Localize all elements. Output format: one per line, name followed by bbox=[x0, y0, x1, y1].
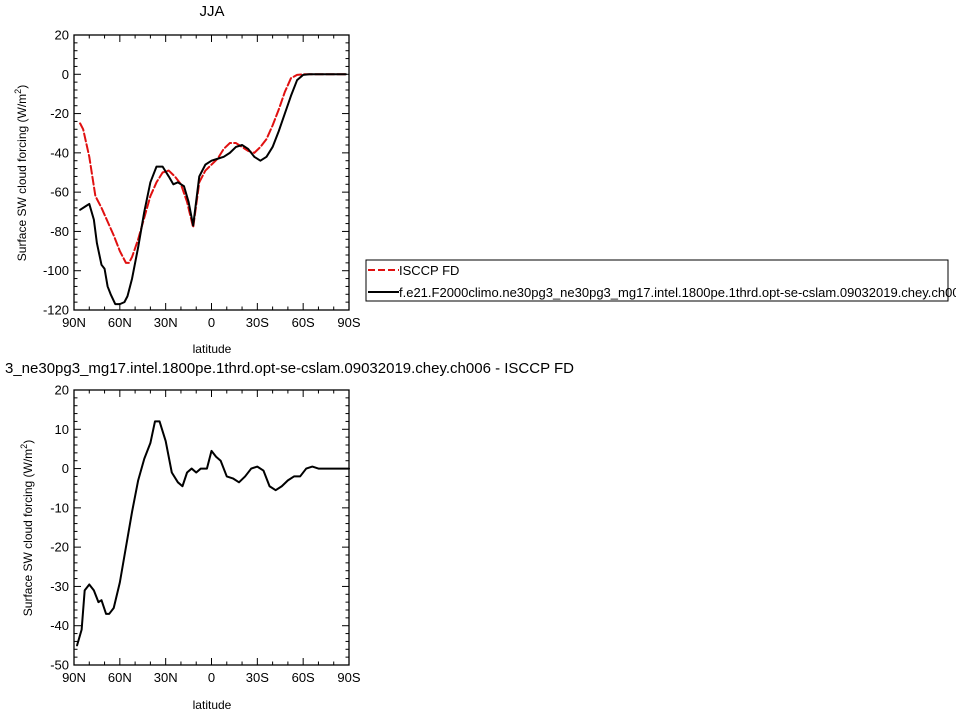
bottom-x-tick-label: 0 bbox=[208, 670, 215, 685]
bottom-y-tick-label: -30 bbox=[50, 579, 69, 594]
bottom-y-tick-label: -50 bbox=[50, 658, 69, 673]
top-x-tick-label: 90N bbox=[62, 315, 86, 330]
top-y-axis-label-sup: 2 bbox=[13, 89, 23, 94]
bottom-x-ticks: 90N 60N 30N 0 30S 60S 90S bbox=[62, 390, 361, 685]
top-y-tick-label: -120 bbox=[43, 303, 69, 318]
top-series bbox=[79, 73, 347, 306]
top-x-tick-label: 0 bbox=[208, 315, 215, 330]
top-chart-panel: JJA 90N 60N 30N 0 30S 60S 90S 20 0 -20 -40 -60 -80 -… bbox=[13, 3, 361, 356]
top-x-tick-label: 90S bbox=[337, 315, 360, 330]
bottom-x-tick-label: 90S bbox=[337, 670, 360, 685]
bottom-y-axis-label: Surface SW cloud forcing (W/m2) bbox=[19, 440, 35, 616]
bottom-x-tick-label: 60S bbox=[292, 670, 315, 685]
bottom-y-tick-label: -20 bbox=[50, 540, 69, 555]
bottom-y-tick-label: -10 bbox=[50, 500, 69, 515]
top-x-axis-label: latitude bbox=[193, 342, 232, 356]
bottom-x-tick-label: 30S bbox=[246, 670, 269, 685]
bottom-y-axis-label-sup: 2 bbox=[19, 444, 29, 449]
top-plot-frame bbox=[73, 34, 350, 311]
legend: ISCCP FD f.e21.F2000climo.ne30pg3_ne30pg… bbox=[365, 259, 956, 302]
top-y-tick-label: -60 bbox=[50, 185, 69, 200]
bottom-y-tick-label: 20 bbox=[55, 383, 69, 398]
bottom-x-axis-label: latitude bbox=[193, 698, 232, 712]
bottom-x-tick-label: 60N bbox=[108, 670, 132, 685]
legend-box bbox=[365, 259, 949, 302]
bottom-chart-panel: 3_ne30pg3_mg17.intel.1800pe.1thrd.opt-se… bbox=[5, 360, 574, 712]
bottom-y-tick-label: 10 bbox=[55, 422, 69, 437]
top-y-ticks: 20 0 -20 -40 -60 -80 -100 -120 bbox=[43, 28, 349, 318]
bottom-series-line-model bbox=[76, 420, 350, 647]
bottom-y-tick-label: -40 bbox=[50, 618, 69, 633]
bottom-x-tick-label: 30N bbox=[154, 670, 178, 685]
bottom-y-ticks: 20 10 0 -10 -20 -30 -40 -50 bbox=[50, 383, 349, 673]
top-y-axis-label-close: ) bbox=[15, 85, 29, 89]
top-series-line-isccp-fd bbox=[79, 73, 347, 264]
top-y-axis-label-main: Surface SW cloud forcing (W/m bbox=[15, 94, 29, 261]
legend-label-isccp: ISCCP FD bbox=[399, 263, 459, 278]
top-y-tick-label: -20 bbox=[50, 106, 69, 121]
top-x-ticks: 90N 60N 30N 0 30S 60S 90S bbox=[62, 35, 361, 330]
bottom-chart-title: 3_ne30pg3_mg17.intel.1800pe.1thrd.opt-se… bbox=[5, 360, 574, 377]
top-y-axis-label: Surface SW cloud forcing (W/m2) bbox=[13, 85, 29, 261]
bottom-series bbox=[76, 420, 350, 647]
top-y-tick-label: -80 bbox=[50, 224, 69, 239]
top-y-tick-label: 0 bbox=[62, 67, 69, 82]
bottom-y-axis-label-main: Surface SW cloud forcing (W/m bbox=[21, 449, 35, 616]
bottom-y-axis-label-close: ) bbox=[21, 440, 35, 444]
top-x-tick-label: 60N bbox=[108, 315, 132, 330]
top-x-tick-label: 30S bbox=[246, 315, 269, 330]
legend-label-model: f.e21.F2000climo.ne30pg3_ne30pg3_mg17.in… bbox=[399, 285, 956, 300]
top-y-tick-label: -40 bbox=[50, 145, 69, 160]
top-y-tick-label: -100 bbox=[43, 263, 69, 278]
bottom-x-tick-label: 90N bbox=[62, 670, 86, 685]
top-x-tick-label: 30N bbox=[154, 315, 178, 330]
bottom-plot-frame bbox=[73, 389, 350, 666]
top-y-tick-label: 20 bbox=[55, 28, 69, 43]
top-chart-title: JJA bbox=[199, 3, 224, 20]
top-x-tick-label: 60S bbox=[292, 315, 315, 330]
top-series-line-model bbox=[79, 73, 347, 306]
bottom-y-tick-label: 0 bbox=[62, 461, 69, 476]
